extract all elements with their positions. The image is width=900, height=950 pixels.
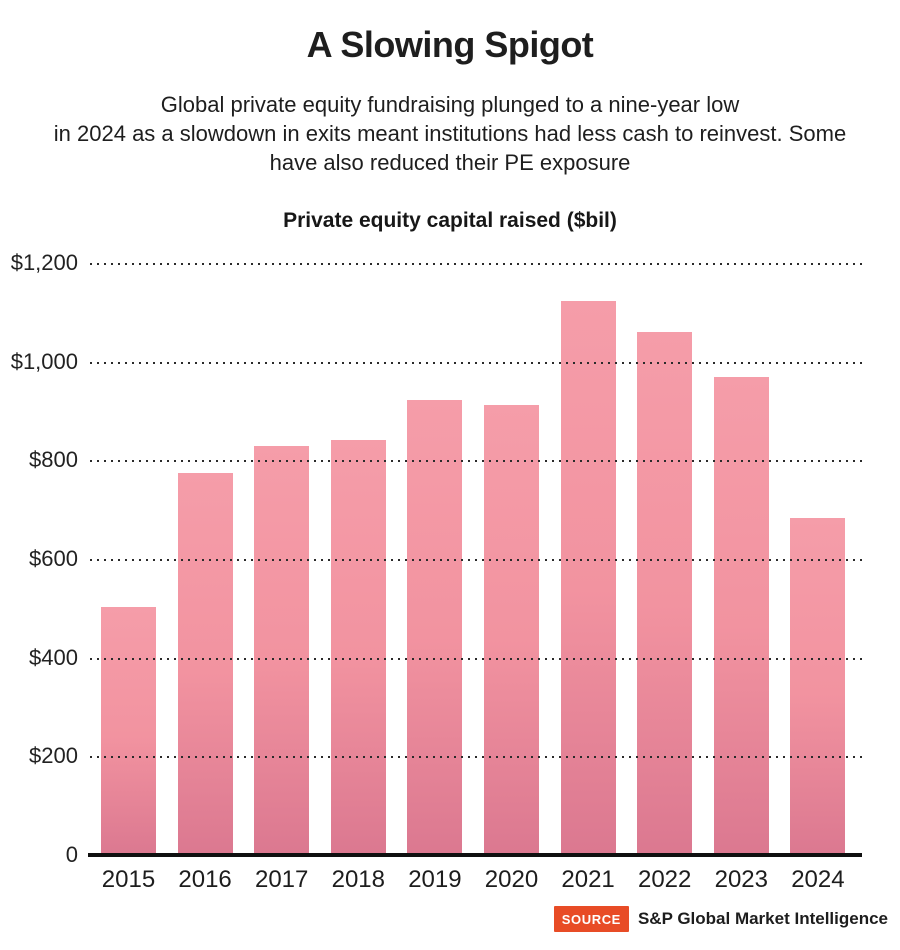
- bar-2017: [254, 446, 310, 856]
- bar-2024: [790, 518, 846, 856]
- y-tick-1200: $1,200: [10, 250, 78, 275]
- y-tick-1000: $1,000: [10, 349, 78, 374]
- y-tick-400: $400: [29, 645, 78, 670]
- source-row: SOURCE S&P Global Market Intelligence: [553, 906, 888, 932]
- page-title: A Slowing Spigot: [306, 24, 594, 65]
- x-tick-2017: 2017: [254, 866, 309, 893]
- x-tick-2019: 2019: [408, 866, 462, 893]
- bar-2023: [713, 377, 769, 856]
- y-tick-0: 0: [65, 842, 78, 867]
- x-tick-2023: 2023: [714, 866, 768, 893]
- gridline-1200: [90, 263, 862, 265]
- source-text: S&P Global Market Intelligence: [637, 909, 888, 928]
- page-subtitle: Global private equity fundraising plunge…: [0, 90, 900, 177]
- subtitle-line-3: have also reduced their PE exposure: [269, 150, 631, 175]
- subtitle-line-2: in 2024 as a slowdown in exits meant ins…: [53, 121, 847, 146]
- x-tick-2021: 2021: [561, 866, 615, 893]
- x-tick-2016: 2016: [178, 866, 232, 893]
- bar-2022: [637, 332, 693, 856]
- plot-area: [90, 263, 862, 856]
- x-tick-2022: 2022: [637, 866, 692, 893]
- bar-2020: [484, 405, 539, 856]
- subtitle-line-1: Global private equity fundraising plunge…: [160, 92, 740, 117]
- y-tick-200: $200: [29, 743, 78, 768]
- bar-2018: [330, 440, 386, 856]
- y-tick-600: $600: [29, 546, 78, 571]
- bar-2019: [407, 400, 463, 856]
- x-tick-2020: 2020: [484, 866, 539, 893]
- bar-2015: [101, 607, 156, 856]
- bar-2021: [560, 301, 616, 856]
- chart-title: Private equity capital raised ($bil): [283, 209, 617, 232]
- x-tick-2015: 2015: [101, 866, 156, 893]
- x-axis-line: [88, 853, 862, 857]
- x-tick-2018: 2018: [331, 866, 385, 893]
- bar-2016: [177, 473, 233, 856]
- x-tick-2024: 2024: [791, 866, 845, 893]
- y-tick-800: $800: [29, 447, 78, 472]
- gridline-1000: [90, 362, 862, 364]
- source-badge: SOURCE: [553, 906, 629, 932]
